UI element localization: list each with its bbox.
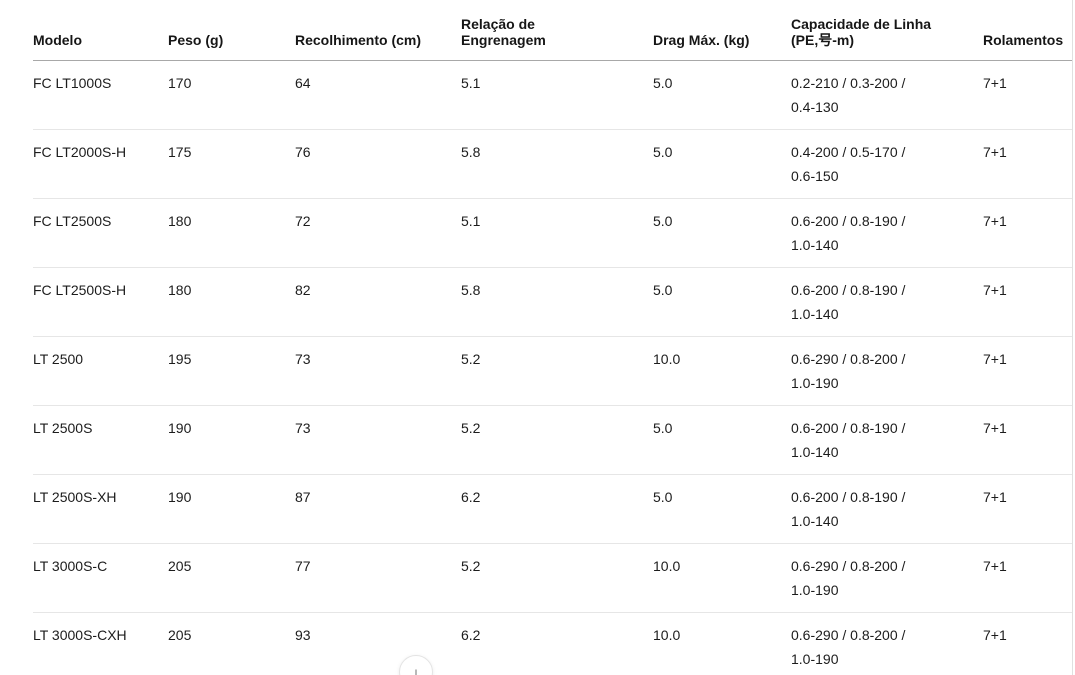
cell-modelo: FC LT2000S-H bbox=[33, 129, 168, 199]
cell-peso: 190 bbox=[168, 474, 295, 544]
cell-rolamentos: 7+1 bbox=[983, 543, 1073, 613]
cell-drag: 10.0 bbox=[653, 543, 791, 613]
cell-recolhimento: 73 bbox=[295, 405, 461, 475]
cell-drag: 5.0 bbox=[653, 474, 791, 544]
cell-recolhimento: 93 bbox=[295, 612, 461, 675]
table-row: FC LT2000S-H 175 76 5.8 5.0 0.4-200 / 0.5-170… bbox=[33, 129, 1073, 199]
cell-relacao: 5.8 bbox=[461, 267, 653, 337]
cell-modelo: LT 3000S-C bbox=[33, 543, 168, 613]
cell-rolamentos: 7+1 bbox=[983, 129, 1073, 199]
table-row: FC LT2500S-H 180 82 5.8 5.0 0.6-200 / 0.8-190… bbox=[33, 267, 1073, 337]
cell-modelo: FC LT1000S bbox=[33, 60, 168, 130]
column-header-modelo: Modelo bbox=[33, 0, 168, 61]
table-row: FC LT1000S 170 64 5.1 5.0 0.2-210 / 0.3-200 /… bbox=[33, 60, 1073, 130]
cell-peso: 170 bbox=[168, 60, 295, 130]
cell-drag: 5.0 bbox=[653, 405, 791, 475]
cell-relacao: 5.2 bbox=[461, 336, 653, 406]
cell-rolamentos: 7+1 bbox=[983, 336, 1073, 406]
cell-capacidade: 0.6-290 / 0.8-200 / 1.0-190 bbox=[791, 543, 983, 613]
cell-drag: 10.0 bbox=[653, 612, 791, 675]
column-header-peso: Peso (g) bbox=[168, 0, 295, 61]
reel-spec-table: Modelo Peso (g) Recolhimento (cm) Relação d… bbox=[33, 0, 1073, 675]
cell-capacidade: 0.6-200 / 0.8-190 / 1.0-140 bbox=[791, 198, 983, 268]
cell-modelo: LT 2500S bbox=[33, 405, 168, 475]
cell-rolamentos: 7+1 bbox=[983, 198, 1073, 268]
cell-recolhimento: 64 bbox=[295, 60, 461, 130]
cell-recolhimento: 77 bbox=[295, 543, 461, 613]
table-row: LT 2500S-XH 190 87 6.2 5.0 0.6-200 / 0.8-190 … bbox=[33, 474, 1073, 544]
cell-relacao: 5.2 bbox=[461, 543, 653, 613]
cell-peso: 180 bbox=[168, 198, 295, 268]
column-header-rolamentos: Rolamentos bbox=[983, 0, 1073, 61]
cell-rolamentos: 7+1 bbox=[983, 612, 1073, 675]
table-right-edge-divider bbox=[1072, 0, 1073, 675]
cell-peso: 195 bbox=[168, 336, 295, 406]
cell-rolamentos: 7+1 bbox=[983, 267, 1073, 337]
cell-recolhimento: 72 bbox=[295, 198, 461, 268]
cell-peso: 175 bbox=[168, 129, 295, 199]
cell-peso: 180 bbox=[168, 267, 295, 337]
cell-drag: 5.0 bbox=[653, 267, 791, 337]
cell-modelo: LT 3000S-CXH bbox=[33, 612, 168, 675]
table-row: LT 2500 195 73 5.2 10.0 0.6-290 / 0.8-200 / 1… bbox=[33, 336, 1073, 406]
table-row: FC LT2500S 180 72 5.1 5.0 0.6-200 / 0.8-190 /… bbox=[33, 198, 1073, 268]
cell-recolhimento: 76 bbox=[295, 129, 461, 199]
cell-capacidade: 0.6-290 / 0.8-200 / 1.0-190 bbox=[791, 336, 983, 406]
table-head: Modelo Peso (g) Recolhimento (cm) Relação d… bbox=[33, 0, 1073, 61]
cell-rolamentos: 7+1 bbox=[983, 60, 1073, 130]
column-header-relacao: Relação de Engrenagem bbox=[461, 0, 653, 61]
cell-relacao: 5.2 bbox=[461, 405, 653, 475]
cell-relacao: 6.2 bbox=[461, 474, 653, 544]
column-header-recolhimento: Recolhimento (cm) bbox=[295, 0, 461, 61]
cell-peso: 205 bbox=[168, 543, 295, 613]
cell-capacidade: 0.4-200 / 0.5-170 / 0.6-150 bbox=[791, 129, 983, 199]
cell-capacidade: 0.6-290 / 0.8-200 / 1.0-190 bbox=[791, 612, 983, 675]
spec-table-container: Modelo Peso (g) Recolhimento (cm) Relação d… bbox=[33, 0, 1073, 675]
column-header-capacidade: Capacidade de Linha (PE,号-m) bbox=[791, 0, 983, 61]
cell-rolamentos: 7+1 bbox=[983, 405, 1073, 475]
arrow-down-icon: ↓ bbox=[411, 663, 421, 675]
cell-recolhimento: 87 bbox=[295, 474, 461, 544]
cell-drag: 10.0 bbox=[653, 336, 791, 406]
cell-drag: 5.0 bbox=[653, 60, 791, 130]
cell-modelo: FC LT2500S-H bbox=[33, 267, 168, 337]
cell-modelo: LT 2500S-XH bbox=[33, 474, 168, 544]
cell-recolhimento: 82 bbox=[295, 267, 461, 337]
cell-relacao: 5.8 bbox=[461, 129, 653, 199]
cell-peso: 205 bbox=[168, 612, 295, 675]
column-header-drag: Drag Máx. (kg) bbox=[653, 0, 791, 61]
cell-recolhimento: 73 bbox=[295, 336, 461, 406]
cell-rolamentos: 7+1 bbox=[983, 474, 1073, 544]
table-row: LT 2500S 190 73 5.2 5.0 0.6-200 / 0.8-190 / 1… bbox=[33, 405, 1073, 475]
cell-capacidade: 0.2-210 / 0.3-200 / 0.4-130 bbox=[791, 60, 983, 130]
cell-capacidade: 0.6-200 / 0.8-190 / 1.0-140 bbox=[791, 474, 983, 544]
cell-modelo: FC LT2500S bbox=[33, 198, 168, 268]
table-row: LT 3000S-C 205 77 5.2 10.0 0.6-290 / 0.8-200 … bbox=[33, 543, 1073, 613]
cell-capacidade: 0.6-200 / 0.8-190 / 1.0-140 bbox=[791, 267, 983, 337]
table-header-row: Modelo Peso (g) Recolhimento (cm) Relação d… bbox=[33, 0, 1073, 61]
table-row: LT 3000S-CXH 205 93 6.2 10.0 0.6-290 / 0.8-20… bbox=[33, 612, 1073, 675]
cell-peso: 190 bbox=[168, 405, 295, 475]
cell-modelo: LT 2500 bbox=[33, 336, 168, 406]
cell-relacao: 6.2 bbox=[461, 612, 653, 675]
table-body: FC LT1000S 170 64 5.1 5.0 0.2-210 / 0.3-200 /… bbox=[33, 60, 1073, 675]
cell-relacao: 5.1 bbox=[461, 60, 653, 130]
cell-drag: 5.0 bbox=[653, 129, 791, 199]
cell-drag: 5.0 bbox=[653, 198, 791, 268]
cell-relacao: 5.1 bbox=[461, 198, 653, 268]
cell-capacidade: 0.6-200 / 0.8-190 / 1.0-140 bbox=[791, 405, 983, 475]
